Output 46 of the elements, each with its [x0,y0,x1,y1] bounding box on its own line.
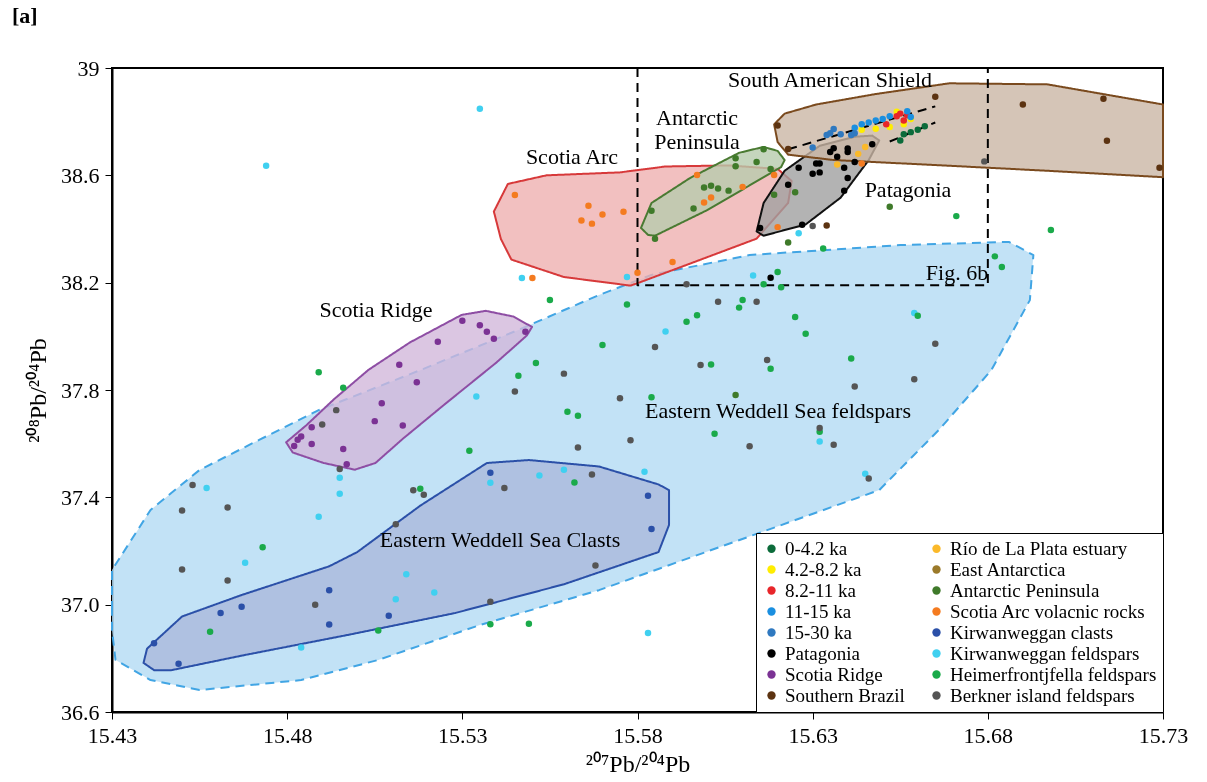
legend-label: Kirwanweggan clasts [950,621,1114,643]
annotation: Eastern Weddell Sea Clasts [379,527,621,552]
legend-label: Scotia Ridge [785,663,883,685]
y-tick-label: 39 [77,55,100,81]
y-tick-label: 37.0 [61,592,100,618]
legend-label: Berkner island feldspars [950,684,1135,706]
point [953,212,960,220]
y-tick-label: 38.2 [61,270,100,296]
annotation: Fig. 6b [925,260,989,285]
legend-label: Scotia Arc volacnic rocks [950,600,1145,622]
point [886,203,893,210]
x-tick-label: 15.68 [963,722,1014,748]
legend-label: 4.2-8.2 ka [785,558,863,580]
y-axis-title: ²⁰⁸Pb/²⁰⁴Pb [25,338,51,443]
legend-label: East Antarctica [950,558,1067,580]
legend-label: Antarctic Peninsula [950,579,1100,601]
legend-label: 8.2-11 ka [785,579,857,601]
x-tick-label: 15.48 [262,722,313,748]
x-tick-label: 15.58 [613,722,663,748]
annotation: South American Shield [727,67,933,92]
chart-title: [a] [12,3,38,28]
legend-label: Kirwanweggan feldspars [950,642,1140,664]
x-tick-label: 15.43 [87,722,138,748]
annotation: Eastern Weddell Sea feldspars [644,398,912,423]
x-tick-label: 15.73 [1138,722,1189,748]
legend-label: Río de La Plata estuary [950,537,1128,559]
point [262,162,270,169]
annotation: Scotia Arc [525,144,619,169]
legend-label: Southern Brazil [785,684,905,706]
annotation: Antarctic Peninsula [654,105,740,154]
legend-label: 15-30 ka [785,621,853,643]
legend-label: Heimerfrontjfella feldspars [950,663,1157,685]
y-tick-label: 37.4 [61,484,100,510]
point [1047,226,1055,234]
point [476,105,484,113]
y-tick-label: 36.6 [61,699,100,725]
legend-label: 11-15 ka [785,600,852,622]
y-tick-label: 37.8 [61,377,100,403]
y-tick-label: 38.6 [61,162,100,188]
annotation: Scotia Ridge [319,297,433,322]
x-axis-title: ²⁰⁷Pb/²⁰⁴Pb [585,750,691,777]
x-tick-label: 15.53 [438,722,488,748]
legend-label: Patagonia [785,642,861,664]
annotation: Patagonia [864,177,952,202]
legend-label: 0-4.2 ka [785,537,848,559]
x-tick-label: 15.63 [788,722,838,748]
